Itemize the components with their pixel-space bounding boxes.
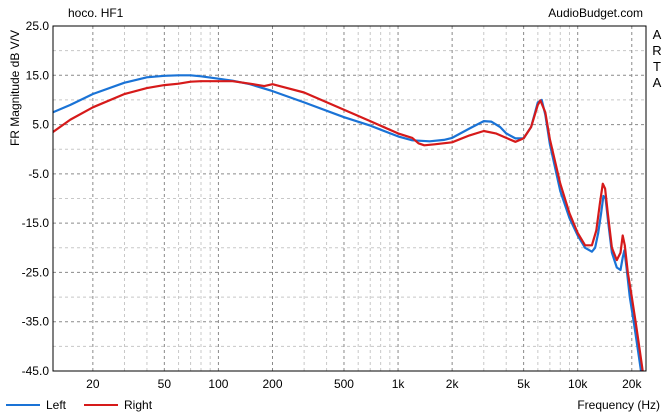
y-tick-label: -15.0 <box>22 216 50 230</box>
x-tick-label: 5k <box>517 377 531 391</box>
legend-item-right: Right <box>84 398 152 412</box>
chart-title: hoco. HF1 <box>68 6 124 20</box>
x-tick-label: 200 <box>262 377 282 391</box>
y-tick-label: 25.0 <box>26 19 50 33</box>
x-axis-label: Frequency (Hz) <box>577 398 660 412</box>
y-tick-label: -45.0 <box>22 364 50 378</box>
y-tick-label: -25.0 <box>22 265 50 279</box>
arta-label: A R T A <box>651 27 663 91</box>
legend-label-left: Left <box>46 398 67 412</box>
legend: Left Right <box>6 398 170 412</box>
x-tick-label: 2k <box>446 377 460 391</box>
x-tick-label: 1k <box>392 377 406 391</box>
x-tick-label: 20k <box>622 377 642 391</box>
x-tick-label: 10k <box>568 377 588 391</box>
series-line-right <box>53 80 644 371</box>
arta-letter: A <box>652 75 662 90</box>
site-label: AudioBudget.com <box>548 6 643 20</box>
arta-letter: A <box>652 27 662 42</box>
arta-letter: T <box>653 59 661 74</box>
x-tick-label: 50 <box>158 377 172 391</box>
series-line-left <box>53 74 643 371</box>
legend-swatch-right <box>84 404 119 406</box>
y-tick-label: -35.0 <box>22 315 50 329</box>
legend-swatch-left <box>6 404 40 406</box>
x-tick-label: 500 <box>334 377 354 391</box>
plot-frame <box>52 25 647 372</box>
y-tick-label: -5.0 <box>28 167 49 181</box>
arta-letter: R <box>652 43 662 58</box>
y-tick-label: 5.0 <box>32 118 49 132</box>
legend-label-right: Right <box>124 398 153 412</box>
x-tick-label: 100 <box>208 377 228 391</box>
x-tick-label: 20 <box>86 377 100 391</box>
y-tick-label: 15.0 <box>26 68 50 82</box>
legend-item-left: Left <box>6 398 66 412</box>
